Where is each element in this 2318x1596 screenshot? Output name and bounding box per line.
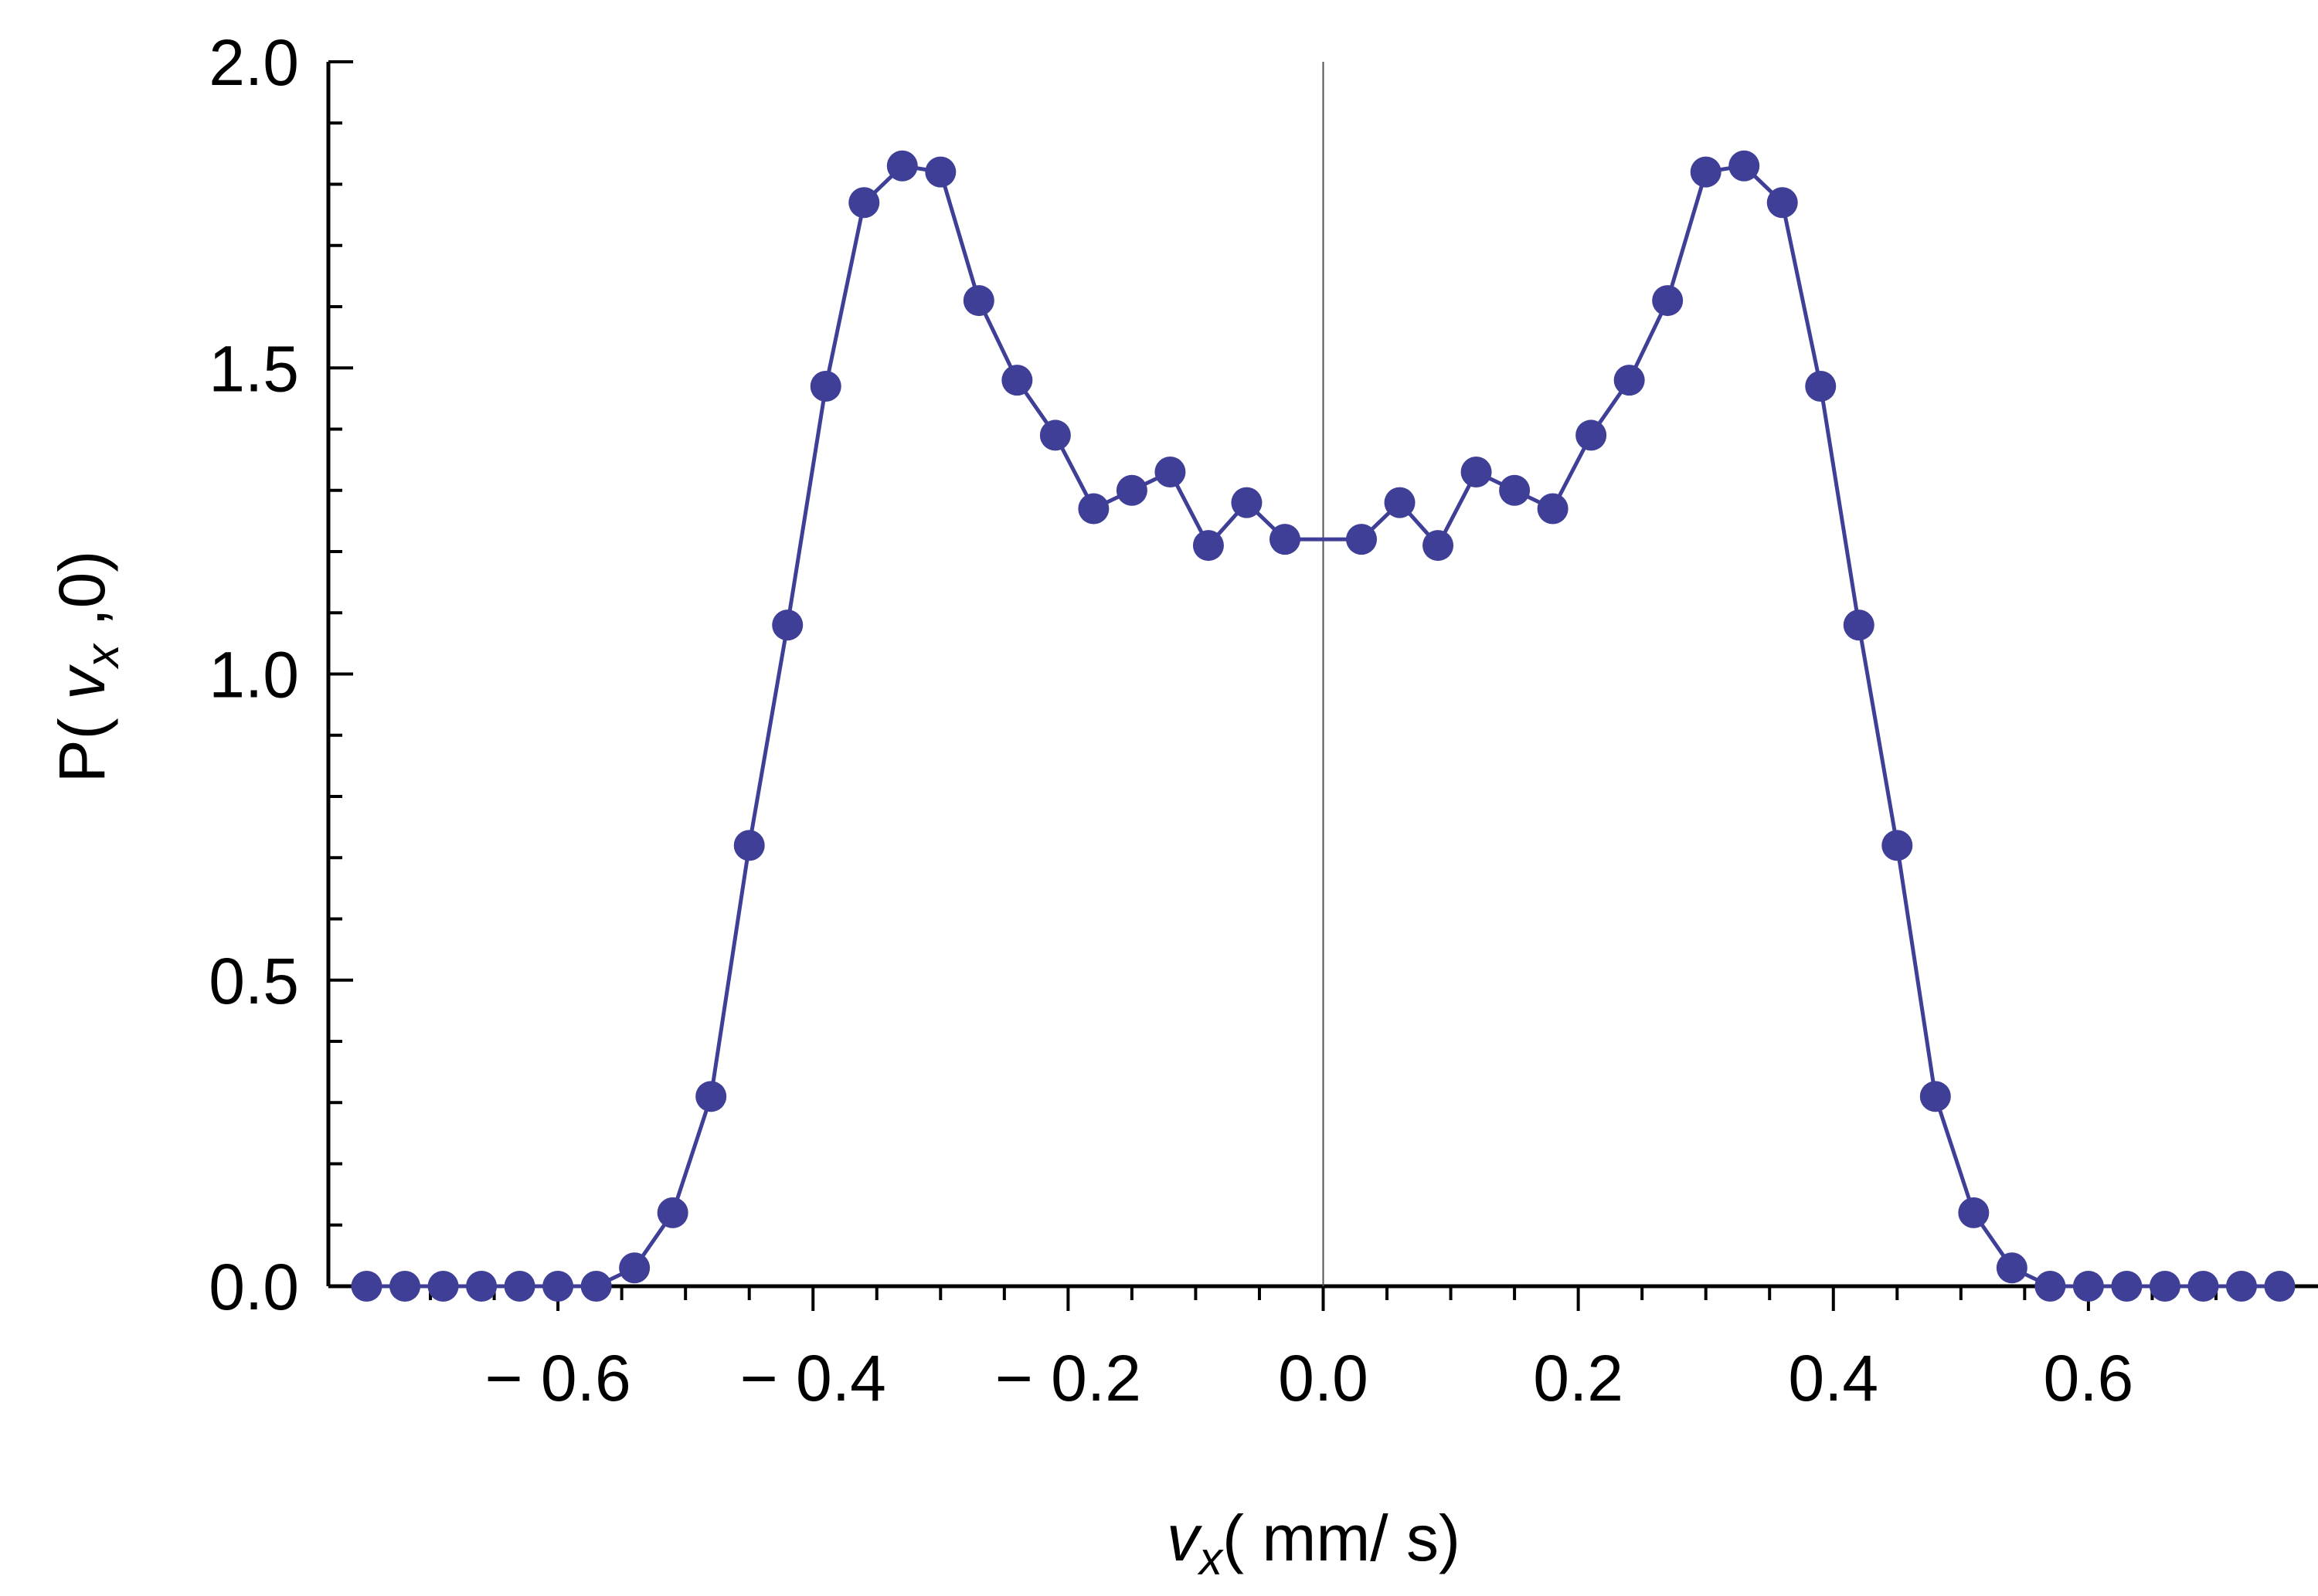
x-axis-label-sub: x bbox=[1197, 1533, 1224, 1584]
data-point bbox=[925, 156, 957, 188]
data-point bbox=[848, 187, 880, 219]
data-point bbox=[351, 1271, 382, 1302]
data-point bbox=[466, 1271, 498, 1302]
data-point bbox=[1460, 456, 1492, 487]
y-axis-ticks bbox=[328, 60, 353, 1288]
data-point bbox=[733, 830, 765, 861]
data-point bbox=[886, 150, 918, 182]
axes bbox=[326, 62, 2318, 1289]
x-tick-label: − 0.2 bbox=[995, 1342, 1141, 1414]
data-point bbox=[427, 1271, 459, 1302]
x-axis-label-units: ( mm/ s) bbox=[1222, 1502, 1460, 1574]
y-axis-label-prefix: P( bbox=[46, 700, 118, 783]
x-axis-label-var: v bbox=[1167, 1502, 1203, 1574]
data-point bbox=[1919, 1081, 1951, 1112]
data-point bbox=[1805, 371, 1837, 402]
data-point bbox=[2149, 1271, 2180, 1302]
data-point bbox=[1958, 1197, 1990, 1228]
data-point bbox=[2072, 1271, 2104, 1302]
data-point bbox=[2264, 1271, 2296, 1302]
data-point bbox=[1652, 285, 1684, 317]
data-point bbox=[389, 1271, 421, 1302]
data-point bbox=[2034, 1271, 2066, 1302]
data-point bbox=[619, 1252, 651, 1284]
data-point bbox=[1537, 493, 1569, 525]
data-point bbox=[1001, 365, 1033, 396]
y-axis-label-suffix: ,0) bbox=[46, 551, 118, 644]
data-point bbox=[963, 285, 994, 317]
data-point bbox=[772, 610, 804, 641]
x-tick-label: 0.4 bbox=[1788, 1342, 1878, 1414]
data-point bbox=[1116, 474, 1147, 506]
y-axis-label: P( vx ,0) bbox=[46, 551, 128, 783]
x-tick-label: 0.2 bbox=[1533, 1342, 1623, 1414]
data-point bbox=[1843, 610, 1874, 641]
y-tick-label: 2.0 bbox=[209, 26, 299, 99]
data-point bbox=[1996, 1252, 2027, 1284]
y-axis-label-sub: x bbox=[76, 643, 128, 670]
series-line bbox=[366, 164, 2280, 1289]
data-point bbox=[2225, 1271, 2257, 1302]
data-point bbox=[1154, 456, 1186, 487]
x-tick-label: 0.6 bbox=[2043, 1342, 2133, 1414]
y-tick-label: 0.0 bbox=[209, 1251, 299, 1323]
data-point bbox=[1690, 156, 1722, 188]
x-axis-label: vx( mm/ s) bbox=[1167, 1502, 1460, 1584]
y-axis-label-var: v bbox=[46, 664, 118, 700]
y-tick-label: 1.0 bbox=[209, 639, 299, 711]
data-point bbox=[657, 1197, 688, 1228]
data-point bbox=[1613, 365, 1645, 396]
x-tick-label: 0.0 bbox=[1278, 1342, 1368, 1414]
x-axis-ticks bbox=[365, 1286, 2282, 1311]
data-point bbox=[1575, 419, 1607, 451]
data-point bbox=[695, 1081, 727, 1112]
series-group bbox=[351, 150, 2296, 1302]
x-axis-tick-labels: − 0.6 − 0.4 − 0.2 0.0 0.2 0.4 0.6 bbox=[485, 1342, 2134, 1414]
data-point bbox=[1346, 524, 1378, 555]
data-point bbox=[1192, 530, 1224, 562]
data-point bbox=[504, 1271, 535, 1302]
y-tick-label: 1.5 bbox=[209, 332, 299, 405]
data-point bbox=[1231, 487, 1263, 518]
data-point bbox=[1881, 830, 1913, 861]
data-point bbox=[1766, 187, 1798, 219]
data-point bbox=[2187, 1271, 2219, 1302]
data-point bbox=[1384, 487, 1416, 518]
data-point bbox=[2111, 1271, 2143, 1302]
data-point bbox=[1728, 150, 1760, 182]
x-tick-label: − 0.6 bbox=[485, 1342, 631, 1414]
data-point bbox=[1422, 530, 1454, 562]
data-point bbox=[580, 1271, 612, 1302]
data-point bbox=[1078, 493, 1110, 525]
y-tick-label: 0.5 bbox=[209, 945, 299, 1017]
data-point bbox=[1499, 474, 1531, 506]
data-point bbox=[1039, 419, 1071, 451]
y-axis-tick-labels: 0.0 0.5 1.0 1.5 2.0 bbox=[209, 26, 299, 1323]
data-point bbox=[1269, 524, 1300, 555]
data-point bbox=[542, 1271, 574, 1302]
data-point bbox=[810, 371, 841, 402]
x-tick-label: − 0.4 bbox=[740, 1342, 886, 1414]
